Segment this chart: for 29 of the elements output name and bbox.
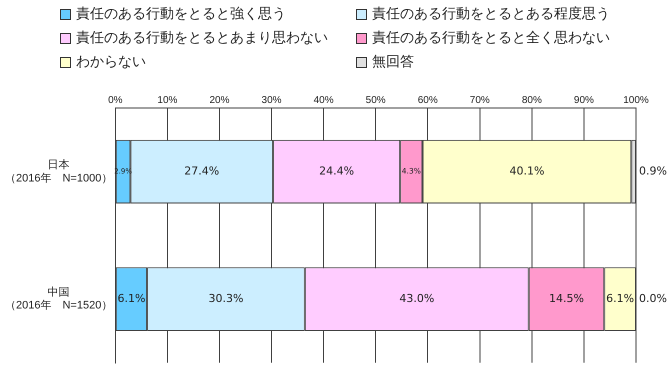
data-label: 24.4%	[319, 164, 354, 178]
legend-label: 責任のある行動をとるとある程度思う	[372, 5, 610, 23]
y-tick-label: 中国（2016年 N=1520）	[5, 286, 112, 312]
x-tick-label: 20%	[209, 94, 230, 106]
legend-label: わからない	[76, 53, 146, 71]
data-label: 6.1%	[606, 292, 634, 305]
data-label: 43.0%	[399, 292, 434, 305]
data-label: 14.5%	[549, 292, 584, 305]
x-tick-label: 60%	[418, 94, 438, 106]
y-tick-label: 日本（2016年 N=1000）	[5, 158, 112, 184]
x-tick-label: 100%	[623, 94, 649, 106]
x-tick-label: 40%	[314, 94, 334, 106]
x-tick-label: 80%	[522, 94, 542, 106]
data-label: 0.9%	[639, 164, 667, 178]
legend-label: 無回答	[372, 53, 414, 71]
data-label: 40.1%	[509, 164, 544, 178]
x-tick-label: 90%	[574, 94, 594, 106]
legend-label: 責任のある行動をとると全く思わない	[372, 29, 610, 47]
x-tick-label: 30%	[262, 94, 282, 106]
x-tick-label: 10%	[157, 94, 178, 106]
x-tick-label: 0%	[108, 94, 123, 106]
data-label: 0.0%	[639, 292, 667, 305]
x-tick-label: 50%	[366, 94, 386, 106]
data-label: 6.1%	[117, 292, 146, 305]
data-label: 27.4%	[184, 164, 220, 178]
x-tick-label: 70%	[470, 94, 490, 106]
legend-label: 責任のある行動をとると強く思う	[76, 5, 286, 23]
data-label: 30.3%	[208, 292, 244, 305]
legend-label: 責任のある行動をとるとあまり思わない	[76, 29, 328, 47]
